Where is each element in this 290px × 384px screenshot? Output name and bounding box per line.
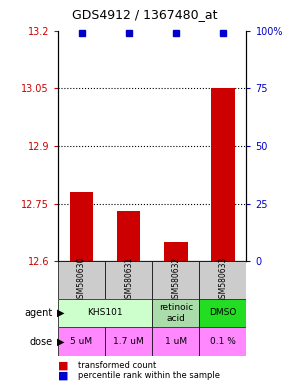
- Text: percentile rank within the sample: percentile rank within the sample: [78, 371, 220, 380]
- Text: ■: ■: [58, 361, 68, 371]
- Text: 5 uM: 5 uM: [70, 337, 93, 346]
- Bar: [105, 327, 152, 356]
- Bar: [164, 242, 188, 261]
- Text: ▶: ▶: [57, 308, 64, 318]
- Text: 1 uM: 1 uM: [165, 337, 187, 346]
- Text: GDS4912 / 1367480_at: GDS4912 / 1367480_at: [72, 8, 218, 21]
- Text: KHS101: KHS101: [87, 308, 123, 318]
- Bar: [152, 327, 200, 356]
- Bar: [199, 261, 246, 299]
- Text: GSM580631: GSM580631: [124, 257, 133, 303]
- Bar: [152, 261, 200, 299]
- Text: 1.7 uM: 1.7 uM: [113, 337, 144, 346]
- Bar: [105, 261, 152, 299]
- Bar: [58, 299, 152, 327]
- Text: agent: agent: [24, 308, 52, 318]
- Text: GSM580632: GSM580632: [171, 257, 180, 303]
- Text: transformed count: transformed count: [78, 361, 157, 370]
- Bar: [152, 299, 200, 327]
- Text: GSM580633: GSM580633: [218, 257, 227, 303]
- Text: GSM580630: GSM580630: [77, 257, 86, 303]
- Bar: [70, 192, 93, 261]
- Text: ■: ■: [58, 370, 68, 381]
- Bar: [199, 327, 246, 356]
- Bar: [117, 211, 140, 261]
- Text: DMSO: DMSO: [209, 308, 237, 318]
- Bar: [58, 261, 105, 299]
- Bar: [199, 299, 246, 327]
- Text: dose: dose: [29, 337, 52, 347]
- Bar: [58, 327, 105, 356]
- Text: 0.1 %: 0.1 %: [210, 337, 236, 346]
- Text: retinoic
acid: retinoic acid: [159, 303, 193, 323]
- Text: ▶: ▶: [57, 337, 64, 347]
- Bar: [211, 88, 235, 261]
